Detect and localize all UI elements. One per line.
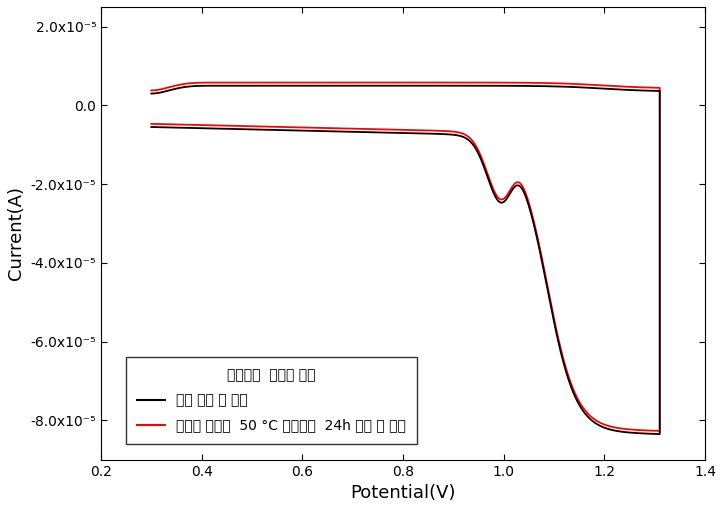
Legend: 전극 제조 후 측정, 제조한 전극을  50 °C 오븐에서  24h 건조 후 측정: 전극 제조 후 측정, 제조한 전극을 50 °C 오븐에서 24h 건조 후 … (126, 357, 417, 444)
X-axis label: Potential(V): Potential(V) (350, 484, 455, 502)
Y-axis label: Current(A): Current(A) (7, 186, 25, 280)
